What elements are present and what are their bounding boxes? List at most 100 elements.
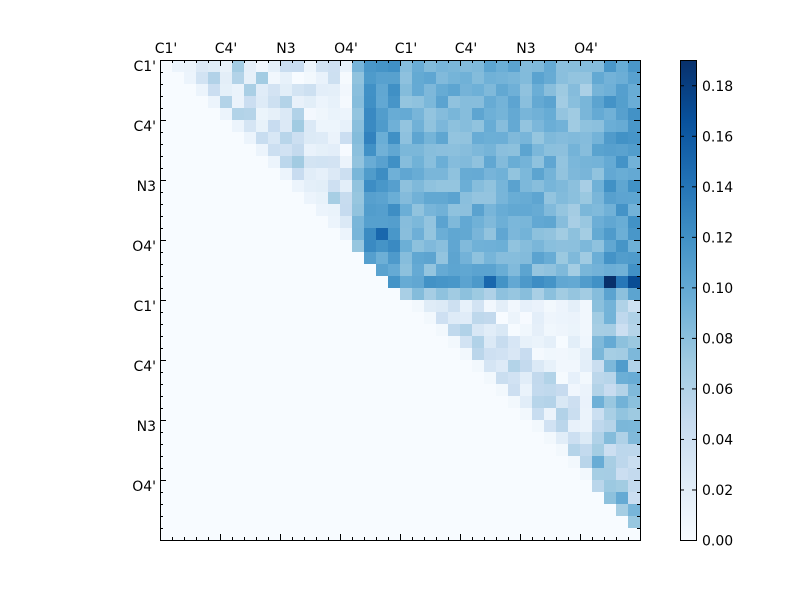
heatmap-cell bbox=[496, 96, 509, 109]
y-tick-label: C1' bbox=[133, 59, 156, 75]
heatmap-cell bbox=[508, 432, 521, 445]
heatmap-cell bbox=[364, 480, 377, 493]
colorbar-frame bbox=[680, 60, 697, 541]
heatmap-cell bbox=[628, 288, 641, 301]
heatmap-cell bbox=[328, 444, 341, 457]
heatmap-cell bbox=[340, 396, 353, 409]
heatmap-cell bbox=[244, 432, 257, 445]
heatmap-cell bbox=[208, 120, 221, 133]
heatmap-cell bbox=[544, 456, 557, 469]
heatmap-cell bbox=[280, 144, 293, 157]
colorbar-tick-label: 0.04 bbox=[702, 432, 733, 448]
heatmap-cell bbox=[400, 480, 413, 493]
heatmap-cell bbox=[616, 216, 629, 229]
heatmap-cell bbox=[340, 168, 353, 181]
heatmap-cell bbox=[568, 60, 581, 73]
heatmap-cell bbox=[364, 72, 377, 85]
heatmap-cell bbox=[244, 504, 257, 517]
heatmap-cell bbox=[232, 312, 245, 325]
heatmap-cell bbox=[304, 324, 317, 337]
heatmap-cell bbox=[556, 456, 569, 469]
heatmap-cell bbox=[580, 180, 593, 193]
heatmap-cell bbox=[628, 492, 641, 505]
heatmap-cell bbox=[316, 192, 329, 205]
heatmap-cell bbox=[508, 168, 521, 181]
heatmap-cell bbox=[628, 408, 641, 421]
heatmap-cell bbox=[352, 132, 365, 145]
heatmap-cell bbox=[352, 336, 365, 349]
heatmap-cell bbox=[184, 420, 197, 433]
heatmap-cell bbox=[508, 252, 521, 265]
heatmap-cell bbox=[328, 492, 341, 505]
heatmap-cell bbox=[484, 420, 497, 433]
heatmap-cell bbox=[160, 96, 173, 109]
heatmap-cell bbox=[328, 192, 341, 205]
heatmap-cell bbox=[556, 480, 569, 493]
heatmap-cell bbox=[196, 276, 209, 289]
heatmap-cell bbox=[340, 480, 353, 493]
heatmap-cell bbox=[184, 144, 197, 157]
heatmap-cell bbox=[508, 528, 521, 541]
heatmap-cell bbox=[460, 348, 473, 361]
heatmap-cell bbox=[280, 264, 293, 277]
heatmap-cell bbox=[448, 216, 461, 229]
heatmap-cell bbox=[604, 96, 617, 109]
heatmap-cell bbox=[160, 264, 173, 277]
heatmap-cell bbox=[316, 72, 329, 85]
heatmap-cell bbox=[172, 84, 185, 97]
heatmap-cell bbox=[208, 336, 221, 349]
heatmap-cell bbox=[424, 216, 437, 229]
heatmap-cell bbox=[184, 516, 197, 529]
heatmap-cell bbox=[424, 408, 437, 421]
heatmap-cell bbox=[256, 180, 269, 193]
heatmap-cell bbox=[580, 192, 593, 205]
heatmap-cell bbox=[484, 300, 497, 313]
heatmap-cell bbox=[268, 408, 281, 421]
heatmap-cell bbox=[424, 324, 437, 337]
heatmap-cell bbox=[352, 396, 365, 409]
heatmap-cell bbox=[436, 348, 449, 361]
heatmap-cell bbox=[628, 396, 641, 409]
heatmap-cell bbox=[304, 192, 317, 205]
heatmap-cell bbox=[532, 72, 545, 85]
heatmap-cell bbox=[292, 204, 305, 217]
heatmap-cell bbox=[604, 108, 617, 121]
heatmap-cell bbox=[520, 420, 533, 433]
heatmap-cell bbox=[556, 144, 569, 157]
heatmap-cell bbox=[376, 468, 389, 481]
heatmap-cell bbox=[256, 492, 269, 505]
heatmap-cell bbox=[172, 264, 185, 277]
heatmap-cell bbox=[352, 432, 365, 445]
heatmap-cell bbox=[556, 288, 569, 301]
heatmap-cell bbox=[544, 300, 557, 313]
heatmap-cell bbox=[388, 216, 401, 229]
heatmap-cell bbox=[520, 144, 533, 157]
heatmap-cell bbox=[508, 240, 521, 253]
heatmap-cell bbox=[628, 324, 641, 337]
heatmap-cell bbox=[496, 144, 509, 157]
heatmap-cell bbox=[160, 72, 173, 85]
heatmap-cell bbox=[208, 144, 221, 157]
heatmap-cell bbox=[520, 120, 533, 133]
heatmap-cell bbox=[496, 396, 509, 409]
heatmap-cell bbox=[436, 396, 449, 409]
heatmap-cell bbox=[532, 420, 545, 433]
heatmap-cell bbox=[280, 192, 293, 205]
heatmap-cell bbox=[388, 228, 401, 241]
heatmap-cell bbox=[520, 480, 533, 493]
heatmap-cell bbox=[220, 156, 233, 169]
heatmap-cell bbox=[196, 156, 209, 169]
heatmap-cell bbox=[484, 492, 497, 505]
heatmap-cell bbox=[400, 192, 413, 205]
heatmap-cell bbox=[232, 60, 245, 73]
heatmap-cell bbox=[280, 300, 293, 313]
heatmap-cell bbox=[484, 228, 497, 241]
heatmap-cell bbox=[628, 336, 641, 349]
heatmap-cell bbox=[280, 408, 293, 421]
heatmap-cell bbox=[316, 120, 329, 133]
heatmap-cell bbox=[352, 264, 365, 277]
heatmap-cell bbox=[340, 204, 353, 217]
heatmap-cell bbox=[256, 300, 269, 313]
heatmap-cell bbox=[196, 396, 209, 409]
heatmap-cell bbox=[436, 156, 449, 169]
